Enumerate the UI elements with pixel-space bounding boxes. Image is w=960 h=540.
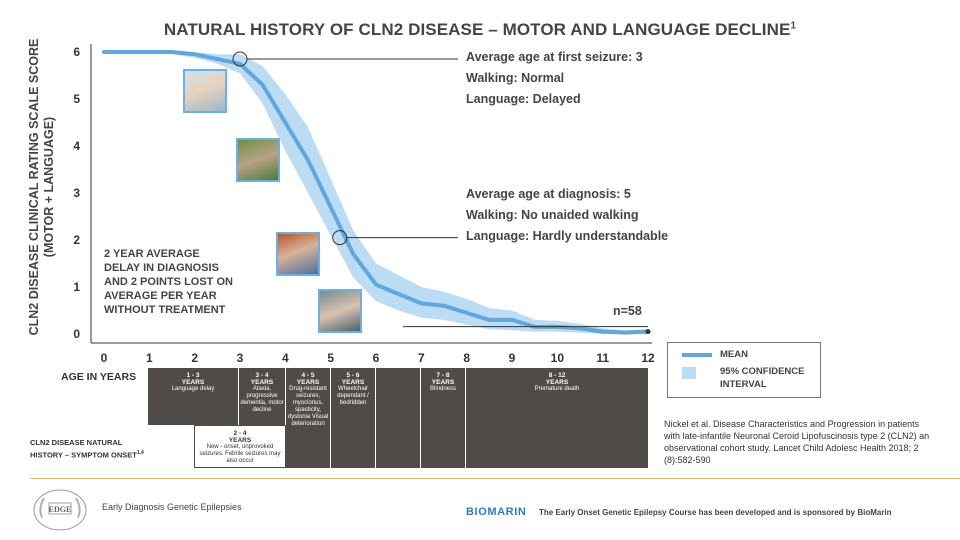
- ci-band-area: [104, 52, 648, 334]
- block-range: 2 - 4: [233, 430, 247, 437]
- x-tick-label: 12: [641, 351, 655, 365]
- legend-ci-swatch: [682, 367, 696, 379]
- legend: MEAN 95% CONFIDENCE INTERVAL: [667, 342, 821, 398]
- legend-mean-swatch: [682, 353, 712, 357]
- annotation-diagnosis-walking: Walking: No unaided walking: [466, 208, 639, 222]
- annotation-seizure-age: Average age at first seizure: 3: [466, 50, 643, 64]
- axes: [90, 44, 652, 344]
- title-superscript: 1: [790, 20, 797, 32]
- patient-photo-1: [183, 69, 227, 113]
- x-axis-label: AGE IN YEARS: [61, 371, 137, 383]
- y-tick-label: 3: [73, 186, 80, 200]
- block-range: 1 - 3: [186, 372, 200, 379]
- annotation-diagnosis-age: Average age at diagnosis: 5: [466, 187, 631, 201]
- x-tick-label: 3: [237, 351, 244, 365]
- page-title: NATURAL HISTORY OF CLN2 DISEASE – MOTOR …: [163, 20, 797, 39]
- y-tick-label: 4: [73, 139, 80, 153]
- citation: Nickel et al. Disease Characteristics an…: [664, 419, 930, 465]
- y-tick-label: 1: [73, 280, 80, 294]
- block-text: Wheelchair dependant / bedridden: [337, 386, 369, 406]
- delay-note: 2 YEAR AVERAGE DELAY IN DIAGNOSIS AND 2 …: [104, 248, 233, 316]
- annotation-seizure-language: Language: Delayed: [466, 92, 581, 106]
- history-superscript: 1,4: [136, 450, 144, 456]
- x-tick-label: 5: [327, 351, 334, 365]
- annotation-lines: [232, 51, 648, 328]
- y-tick-label: 5: [73, 92, 80, 106]
- confidence-band: [104, 52, 648, 334]
- x-tick-label: 4: [282, 351, 289, 365]
- y-tick-label: 6: [73, 45, 80, 59]
- annotation-diagnosis-language: Language: Hardly understandable: [466, 229, 669, 243]
- x-tick-label: 8: [463, 351, 470, 365]
- block-text: Drug-resistant seizures, myoclonus, spas…: [287, 386, 329, 427]
- block-text: Language delay: [171, 386, 215, 392]
- block-text: Premature death: [534, 386, 580, 392]
- x-tick-label: 10: [551, 351, 565, 365]
- onset-block-1-3: 1 - 3 YEARS Language delay: [148, 368, 239, 425]
- block-range: 4 - 5: [301, 372, 315, 379]
- logo-text: EDGE: [49, 505, 72, 514]
- block-unit: YEARS: [228, 437, 252, 444]
- patient-photo-2: [236, 138, 280, 182]
- annotation-seizure-walking: Walking: Normal: [466, 71, 565, 85]
- sample-size-label: n=58: [613, 304, 642, 318]
- block-unit: YEARS: [181, 379, 205, 386]
- end-point-marker: [645, 329, 651, 335]
- x-tick-label: 1: [146, 351, 153, 365]
- footer-divider: [30, 478, 960, 479]
- y-tick-label: 0: [73, 327, 80, 341]
- block-text: New - onset, unprovoked seizures. Febril…: [199, 444, 281, 464]
- block-unit: YEARS: [431, 379, 455, 386]
- x-tick-label: 6: [373, 351, 380, 365]
- edge-logo: EDGE: [33, 489, 87, 531]
- onset-block-4-5: 4 - 5 YEARS Drug-resistant seizures, myo…: [286, 368, 331, 468]
- patient-photo-4: [318, 289, 362, 333]
- legend-ci-label: 95% CONFIDENCE INTERVAL: [720, 366, 805, 390]
- block-unit: YEARS: [545, 379, 569, 386]
- block-range: 7 - 8: [436, 372, 450, 379]
- block-range: 5 - 6: [346, 372, 360, 379]
- x-tick-label: 7: [418, 351, 425, 365]
- block-unit: YEARS: [341, 379, 365, 386]
- x-tick-labels: 0 1 2 3 4 5 6 7 8 9 10 11 12: [101, 351, 655, 365]
- block-text: Ataxia, progressive dementia, motor decl…: [240, 386, 284, 413]
- onset-block-7-8: 7 - 8 YEARS Blindness: [421, 368, 466, 468]
- onset-block-2-4: 2 - 4 YEARS New - onset, unprovoked seiz…: [194, 425, 286, 468]
- y-tick-label: 2: [73, 233, 80, 247]
- sponsor-statement: The Early Onset Genetic Epilepsy Course …: [539, 508, 892, 517]
- onset-block-empty: [376, 368, 421, 468]
- x-tick-label: 0: [101, 351, 108, 365]
- onset-block-5-6: 5 - 6 YEARS Wheelchair dependant / bedri…: [331, 368, 376, 468]
- block-range: 8 - 12: [548, 372, 566, 379]
- biomarin-logo: BIOMARIN: [466, 506, 527, 518]
- x-tick-label: 11: [596, 351, 609, 365]
- legend-mean-label: MEAN: [720, 349, 748, 360]
- block-unit: YEARS: [296, 379, 320, 386]
- onset-block-8-12: 8 - 12 YEARS Premature death: [466, 368, 648, 468]
- patient-photo-3: [276, 232, 320, 276]
- block-text: Blindness: [429, 386, 456, 392]
- y-axis-label: CLN2 DISEASE CLINICAL RATING SCALE SCORE…: [27, 38, 56, 336]
- x-tick-label: 9: [509, 351, 516, 365]
- block-unit: YEARS: [250, 379, 274, 386]
- x-tick-label: 2: [191, 351, 198, 365]
- natural-history-label: CLN2 DISEASE NATURAL HISTORY – SYMPTOM O…: [30, 438, 144, 460]
- y-tick-labels: 0 1 2 3 4 5 6: [73, 45, 80, 341]
- block-range: 3 - 4: [255, 372, 269, 379]
- org-name: Early Diagnosis Genetic Epilepsies: [102, 502, 242, 512]
